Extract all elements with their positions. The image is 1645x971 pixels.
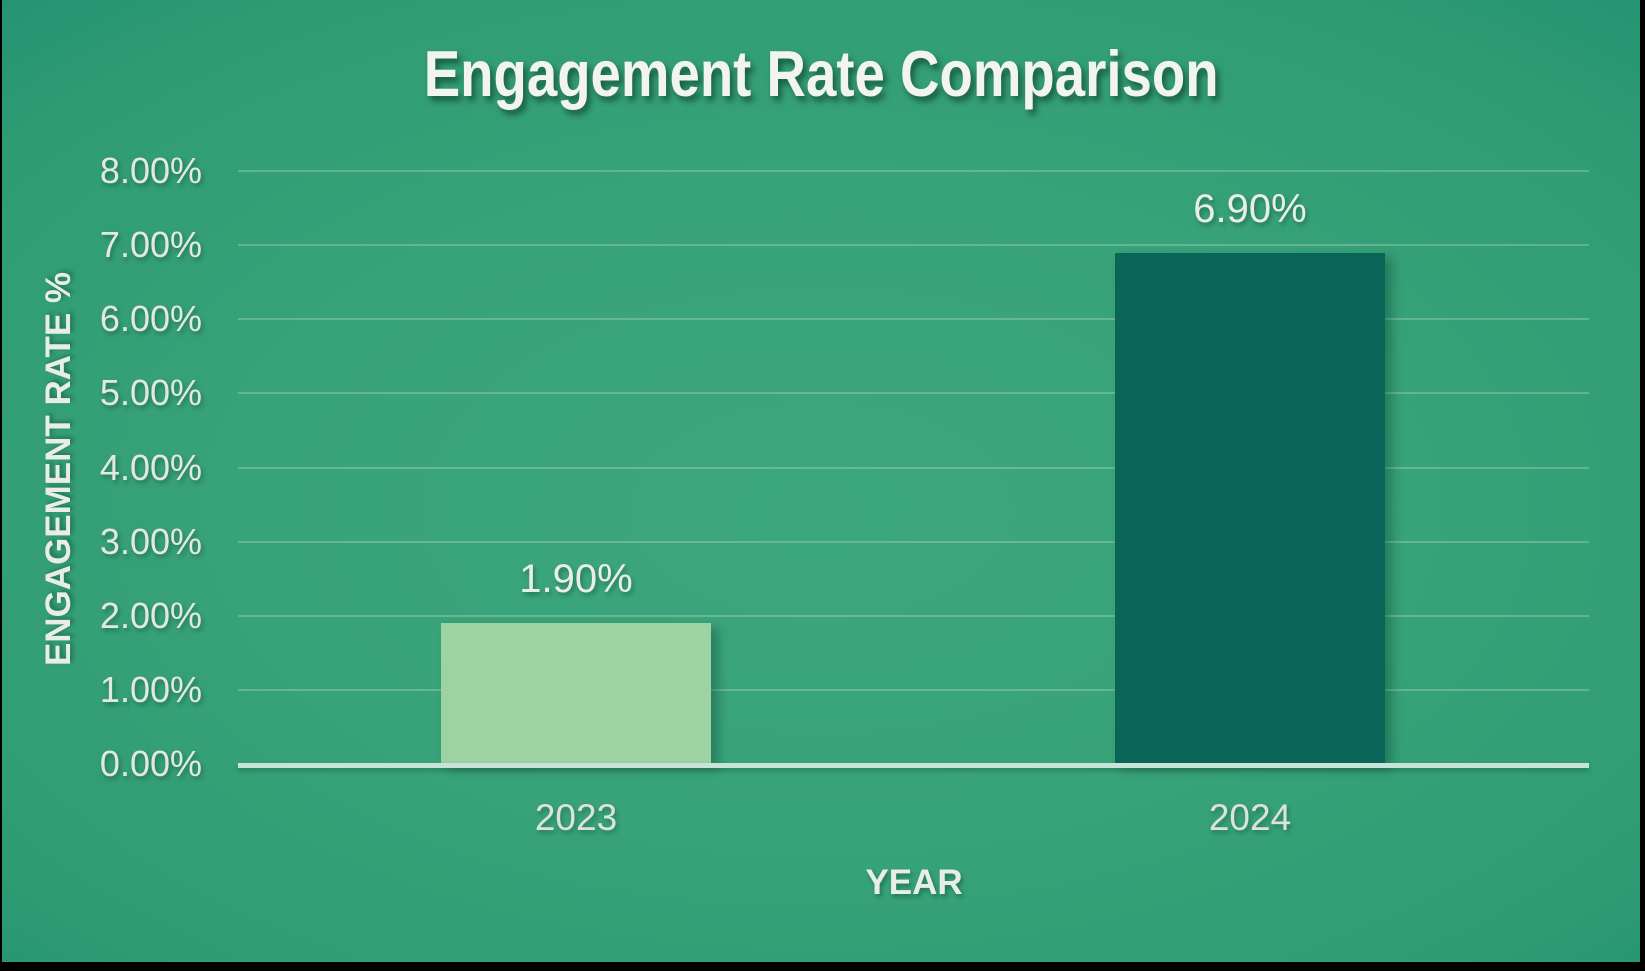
gridline — [238, 466, 1589, 469]
x-axis-title: YEAR — [865, 863, 963, 902]
y-tick-label: 6.00% — [99, 298, 202, 340]
bar-value-label: 1.90% — [519, 557, 633, 602]
gridline — [238, 318, 1589, 321]
gridline — [238, 688, 1589, 691]
y-tick-label: 2.00% — [99, 594, 202, 636]
bar-value-label: 6.90% — [1193, 186, 1307, 231]
y-tick-label: 1.00% — [99, 668, 202, 710]
chart-title: Engagement Rate Comparison — [2, 36, 1640, 111]
x-category-label: 2024 — [1208, 797, 1292, 838]
gridline — [238, 392, 1589, 395]
y-tick-label: 8.00% — [99, 150, 202, 191]
gridline — [238, 540, 1589, 543]
y-tick-label: 0.00% — [99, 743, 202, 784]
y-tick-label: 3.00% — [99, 520, 202, 562]
bar-2024 — [1115, 252, 1385, 764]
gridline — [238, 244, 1589, 247]
y-axis-title: ENGAGEMENT RATE % — [39, 271, 78, 667]
gridline — [238, 170, 1589, 172]
y-tick-label: 4.00% — [99, 446, 202, 488]
y-tick-label: 5.00% — [99, 372, 202, 414]
x-axis-line — [238, 763, 1589, 768]
x-category-label: 2023 — [534, 797, 618, 838]
bar-2023 — [441, 623, 711, 764]
gridline — [238, 614, 1589, 617]
chart-title-text: Engagement Rate Comparison — [423, 37, 1219, 110]
y-tick-label: 7.00% — [99, 224, 202, 266]
